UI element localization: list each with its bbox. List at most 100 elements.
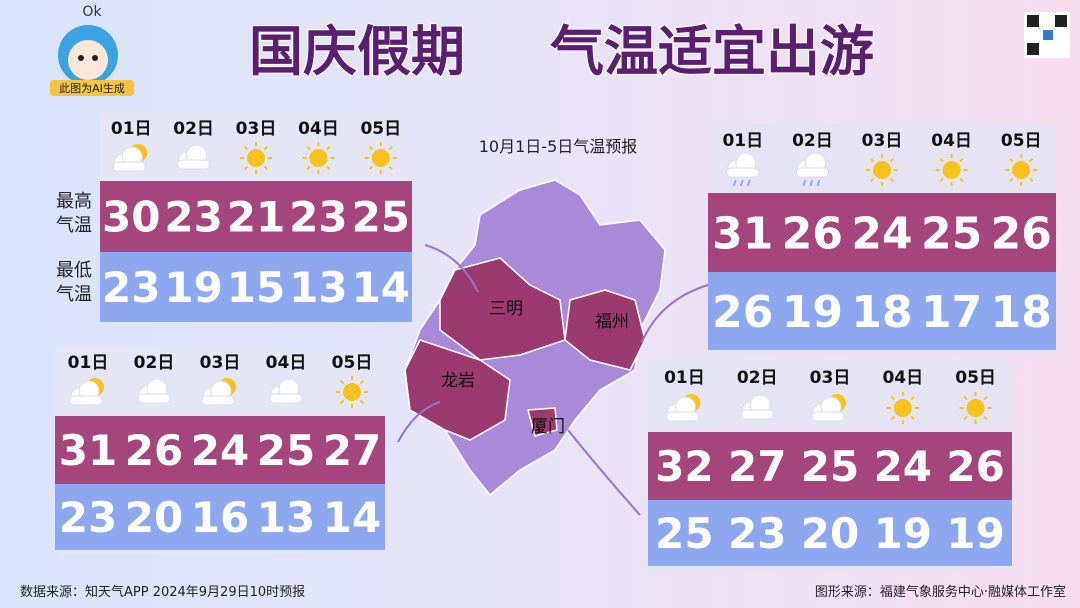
sun-icon: [247, 149, 265, 167]
day-label: 01日: [722, 131, 763, 151]
day-label: 04日: [882, 368, 923, 388]
high-temp: 21: [227, 193, 285, 242]
high-temp: 30: [102, 193, 160, 242]
low-band: [648, 500, 1012, 566]
sun-ray: [306, 165, 311, 171]
high-temp: 26: [782, 208, 843, 259]
cloud-icon: [269, 378, 303, 404]
cloud-part: [69, 395, 103, 406]
sun-ray: [939, 157, 944, 163]
rain-drop: [746, 179, 751, 187]
sun-ray: [963, 395, 968, 401]
cloud-part: [269, 393, 303, 404]
sun-ray: [890, 415, 896, 421]
low-temp: 23: [728, 509, 786, 558]
sun-ray: [359, 399, 365, 405]
cloud-icon: [69, 380, 103, 406]
low-temp: 26: [712, 287, 773, 338]
low-temp: 25: [655, 509, 713, 558]
footer-source: 数据来源：知天气APP 2024年9月29日10时预报: [20, 584, 305, 600]
low-band: [708, 272, 1056, 350]
sun-ray: [963, 415, 968, 421]
day-label: 01日: [664, 368, 705, 388]
rain-drop: [809, 179, 814, 187]
day-label: 04日: [298, 119, 339, 139]
cloud-part: [177, 159, 211, 170]
city-label: 三明: [489, 299, 523, 319]
low-temp: 13: [257, 493, 315, 542]
sun-ray: [1028, 157, 1034, 163]
cloud-part: [726, 167, 760, 178]
cloud-icon: [201, 380, 235, 406]
high-temp: 27: [323, 426, 381, 475]
high-temp: 25: [352, 193, 410, 242]
high-temp: 27: [728, 442, 786, 491]
high-temp: 26: [946, 442, 1004, 491]
rain-drop: [732, 179, 737, 187]
forecast-panel: 01日 32 25 02日 27 23 03日 25 20 04日 24 19 05日 26 19: [648, 360, 1012, 570]
sun-ray: [1009, 157, 1014, 163]
title-left: 国庆假期: [249, 20, 465, 83]
badge-mark: Ok: [82, 4, 102, 20]
sun-icon: [309, 149, 328, 167]
day-label: 02日: [737, 368, 778, 388]
sun-ray: [263, 145, 269, 151]
footer-credit: 图形来源：福建气象服务中心·融媒体工作室: [815, 584, 1066, 600]
cloud-part: [112, 161, 146, 172]
city-label: 厦门: [531, 417, 565, 437]
sun-ray: [869, 157, 875, 163]
cloud-icon: [726, 152, 760, 178]
cloud-part: [665, 411, 699, 422]
sun-ray: [889, 177, 895, 183]
low-temp: 20: [801, 509, 859, 558]
high-temp: 31: [59, 426, 117, 475]
row-label: 最高气温: [56, 191, 92, 236]
high-temp: 26: [991, 208, 1052, 259]
cloud-part: [740, 409, 774, 420]
city-label: 龙岩: [441, 371, 475, 391]
map: [404, 179, 666, 497]
low-temp: 19: [946, 509, 1004, 558]
day-label: 03日: [200, 353, 241, 373]
low-temp: 17: [921, 287, 982, 338]
low-temp: 19: [874, 509, 932, 558]
sun-ray: [959, 177, 964, 183]
cloud-icon: [811, 396, 845, 422]
high-temp: 31: [712, 208, 773, 259]
high-band: [708, 193, 1056, 272]
sun-ray: [1009, 177, 1014, 183]
sun-ray: [326, 165, 331, 171]
rain-drop: [802, 179, 807, 187]
mascot: Ok 此图为AI生成: [50, 4, 134, 96]
low-temp: 18: [851, 287, 912, 338]
low-temp: 14: [323, 493, 381, 542]
cloud-icon: [740, 394, 774, 420]
sun-ray: [368, 145, 374, 151]
high-temp: 23: [289, 193, 347, 242]
high-temp: 23: [164, 193, 222, 242]
sun-icon: [1012, 161, 1031, 179]
sun-ray: [306, 145, 311, 151]
day-label: 01日: [111, 119, 152, 139]
low-temp: 23: [102, 263, 160, 312]
sun-ray: [388, 145, 393, 151]
low-temp: 16: [191, 493, 249, 542]
cloud-part: [137, 393, 171, 404]
connectors: [397, 244, 709, 516]
row-label: 最低气温: [56, 260, 92, 305]
high-temp: 26: [125, 426, 183, 475]
high-temp: 25: [921, 208, 982, 259]
badge-note: 此图为AI生成: [59, 81, 125, 95]
day-label: 03日: [862, 131, 903, 151]
cloud-icon: [665, 396, 699, 422]
cloud-icon: [177, 144, 211, 170]
sun-ray: [910, 415, 915, 421]
cloud-icon: [795, 152, 829, 178]
sun-ray: [243, 165, 249, 171]
high-band: [100, 181, 412, 252]
sun-icon: [371, 149, 390, 167]
sun-ray: [889, 157, 895, 163]
high-temp: 25: [257, 426, 315, 475]
sun-ray: [869, 177, 875, 183]
